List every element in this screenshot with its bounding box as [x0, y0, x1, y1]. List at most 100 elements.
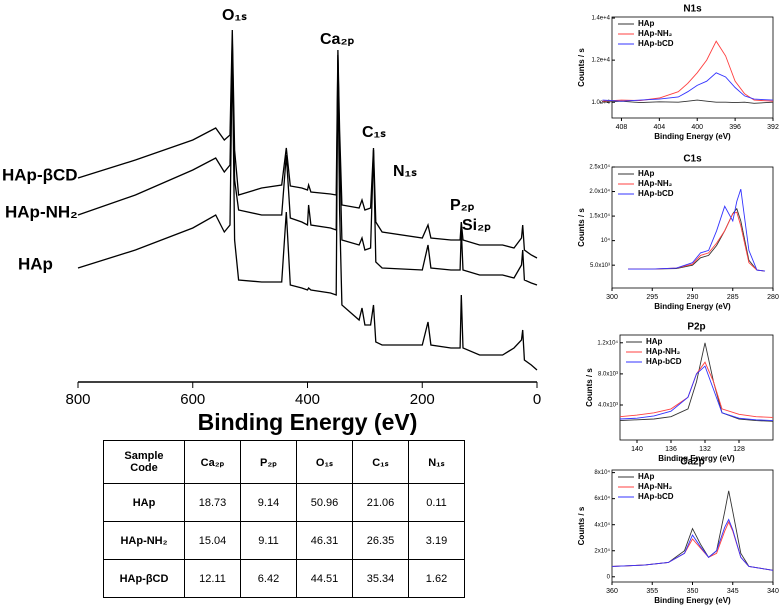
- table-cell: 21.06: [352, 483, 409, 522]
- panel-title: Ca2p: [680, 457, 704, 468]
- x-tick-label: 0: [533, 391, 541, 408]
- table-cell: N₁ₛ: [408, 440, 465, 484]
- spectrum-line: [77, 49, 538, 371]
- table-row: HAp-βCD 12.11 6.42 44.51 35.34 1.62: [103, 559, 465, 598]
- table-row: HAp 18.73 9.14 50.96 21.06 0.11: [103, 483, 465, 522]
- y-axis-label: Counts / s: [577, 48, 586, 87]
- table-cell: 15.04: [184, 521, 241, 560]
- y-tick-label: 4.0x10³: [598, 403, 618, 409]
- plot-frame: [611, 16, 774, 119]
- panel-title: P2p: [687, 322, 705, 333]
- x-tick-label: 400: [295, 391, 320, 408]
- table-cell: P₂ₚ: [240, 440, 297, 484]
- table-cell: 9.14: [240, 483, 297, 522]
- x-tick-label: 200: [410, 391, 435, 408]
- table-cell: 46.31: [296, 521, 353, 560]
- x-tick-label: 350: [687, 588, 699, 595]
- y-tick-label: 1.4e+4: [591, 16, 610, 22]
- legend-label: HAp: [638, 19, 655, 28]
- y-tick-label: 2x10⁴: [594, 547, 610, 554]
- panel-title: C1s: [683, 154, 702, 165]
- y-tick-label: 8x10⁴: [594, 469, 610, 476]
- table-cell: 44.51: [296, 559, 353, 598]
- table-cell: HAp-βCD: [103, 559, 185, 598]
- spectrum-line: [619, 361, 774, 418]
- y-tick-label: 2.5x10⁴: [589, 164, 610, 171]
- spectrum-line: [77, 39, 538, 286]
- table-cell: Ca₂ₚ: [184, 440, 241, 484]
- table-cell: Sample Code: [103, 440, 185, 484]
- y-tick-label: 1.0e+4: [591, 100, 610, 106]
- x-tick-label: 800: [65, 391, 90, 408]
- table-cell: 50.96: [296, 483, 353, 522]
- y-tick-label: 4x10⁴: [594, 521, 610, 528]
- legend-label: HAp-NH₂: [638, 179, 673, 188]
- y-axis-label: Counts / s: [585, 368, 594, 407]
- x-tick-label: 345: [727, 588, 739, 595]
- table-cell: 18.73: [184, 483, 241, 522]
- x-tick-label: 285: [727, 294, 739, 301]
- legend-label: HAp-bCD: [638, 189, 674, 198]
- table-cell: 26.35: [352, 521, 409, 560]
- peak-label: C₁ₛ: [362, 124, 386, 141]
- x-axis-label: Binding Energy (eV): [654, 302, 731, 311]
- y-axis-label: Counts / s: [577, 208, 586, 247]
- x-tick-label: 140: [631, 446, 643, 453]
- y-tick-label: 1.2e+4: [591, 58, 610, 64]
- x-tick-label: 400: [691, 124, 703, 131]
- legend-label: HAp-bCD: [646, 357, 682, 366]
- table-cell: 9.11: [240, 521, 297, 560]
- legend-label: HAp: [646, 337, 663, 346]
- table-cell: 35.34: [352, 559, 409, 598]
- series-label: HAp-βCD: [2, 165, 78, 184]
- legend-label: HAp-NH₂: [646, 347, 681, 356]
- legend-label: HAp-NH₂: [638, 482, 673, 491]
- legend-label: HAp-bCD: [638, 492, 674, 501]
- table-cell: O₁ₛ: [296, 440, 353, 484]
- composition-table: Sample Code Ca₂ₚ P₂ₚ O₁ₛ C₁ₛ N₁ₛ HAp 18.73 9.14 5…: [103, 440, 465, 598]
- peak-label: O₁ₛ: [222, 7, 247, 24]
- x-tick-label: 355: [646, 588, 658, 595]
- table-cell: 0.11: [408, 483, 465, 522]
- series-label: HAp: [18, 254, 53, 273]
- peak-label: Ca₂ₚ: [320, 31, 355, 48]
- table-cell: 3.19: [408, 521, 465, 560]
- series-label: HAp-NH₂: [5, 202, 78, 221]
- y-tick-label: 8.0x10³: [598, 371, 618, 377]
- x-tick-label: 396: [729, 124, 741, 131]
- peak-label: Si₂ₚ: [462, 217, 491, 234]
- table-cell: HAp-NH₂: [103, 521, 185, 560]
- table-cell: C₁ₛ: [352, 440, 409, 484]
- x-tick-label: 132: [699, 446, 711, 453]
- x-tick-label: 408: [616, 124, 628, 131]
- spectrum-line: [611, 490, 774, 571]
- x-tick-label: 136: [665, 446, 677, 453]
- plot-frame: [611, 166, 774, 289]
- spectrum-line: [602, 99, 774, 104]
- y-axis-label: Counts / s: [577, 506, 586, 545]
- legend-label: HAp-bCD: [638, 39, 674, 48]
- x-axis-label: Binding Energy (eV): [654, 132, 731, 141]
- y-tick-label: 1.5x10⁴: [589, 213, 610, 220]
- spectrum-line: [77, 29, 538, 259]
- x-tick-label: 340: [767, 588, 779, 595]
- x-tick-label: 280: [767, 294, 779, 301]
- table-cell: 1.62: [408, 559, 465, 598]
- x-tick-label: 404: [654, 124, 666, 131]
- legend-label: HAp: [638, 472, 655, 481]
- x-axis-label: Binding Energy (eV): [658, 454, 735, 463]
- x-tick-label: 128: [733, 446, 745, 453]
- peak-label: P₂ₚ: [450, 197, 475, 214]
- x-tick-label: 290: [687, 294, 699, 301]
- x-axis-label: Binding Energy (eV): [654, 596, 731, 605]
- y-tick-label: 1.2x10⁴: [597, 339, 618, 346]
- spectrum-line: [628, 188, 766, 272]
- y-tick-label: 2.0x10⁴: [589, 188, 610, 195]
- x-tick-label: 295: [646, 294, 658, 301]
- y-tick-label: 5.0x10³: [590, 263, 610, 269]
- table-cell: HAp: [103, 483, 185, 522]
- spectrum-line: [628, 207, 766, 272]
- y-tick-label: 0: [607, 574, 611, 580]
